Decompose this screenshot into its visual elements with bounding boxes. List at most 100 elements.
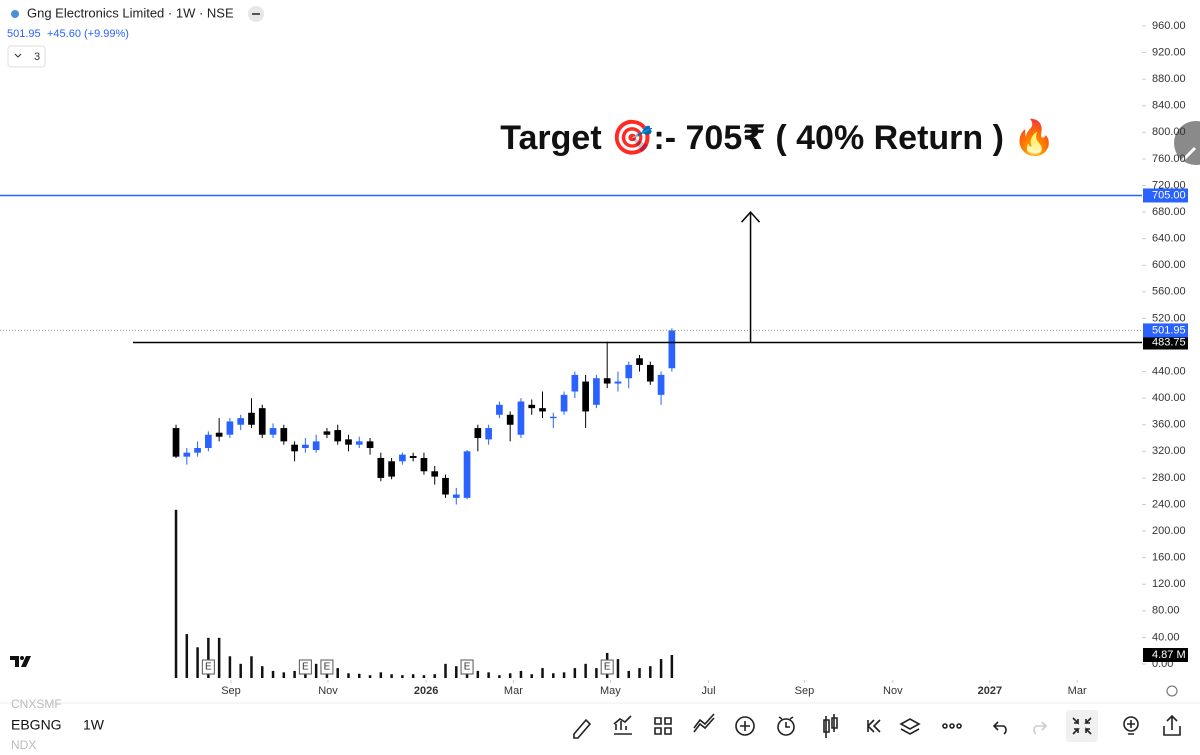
candle-body — [302, 444, 309, 449]
volume-bar — [261, 666, 264, 678]
volume-bar — [487, 672, 490, 678]
indicator-toggle[interactable] — [7, 45, 46, 68]
footer-symbol[interactable]: EBGNG — [11, 717, 62, 733]
y-tick-label: 680.00 — [1152, 206, 1186, 218]
candle-body — [463, 451, 471, 498]
candle-body — [226, 421, 234, 435]
symbol[interactable]: Gng Electronics Limited · 1W · NSE — [27, 5, 234, 20]
footer: CNXSMF EBGNG 1W NDX — [0, 697, 1200, 752]
volume-bar — [573, 668, 577, 678]
candle-body — [485, 428, 492, 440]
y-tick-label: 440.00 — [1152, 365, 1186, 377]
indicator-count: 3 — [34, 51, 40, 63]
indicators-tool[interactable] — [613, 715, 632, 735]
volume-bar — [530, 674, 533, 678]
earnings-label: E — [604, 662, 611, 673]
add-tool[interactable] — [735, 716, 755, 736]
annotation: Target 🎯:- 705₹ ( 40% Return ) 🔥 — [500, 118, 1055, 157]
footer-interval[interactable]: 1W — [83, 717, 105, 733]
fullscreen-icon — [1072, 717, 1092, 735]
volume-bar — [444, 663, 447, 678]
candle-body — [539, 408, 546, 412]
volume-bar — [217, 637, 221, 678]
x-tick-label: Mar — [1068, 685, 1087, 697]
earnings-marker — [298, 659, 312, 675]
logo — [11, 10, 19, 18]
y-tick-label: 160.00 — [1152, 552, 1186, 564]
candle-body — [248, 412, 255, 425]
y-tick-label: 920.00 — [1152, 46, 1186, 58]
candle-body — [420, 457, 428, 472]
ideas-icon — [1127, 720, 1135, 735]
volume-bar — [314, 663, 318, 678]
settings[interactable] — [1166, 685, 1178, 697]
volume-bar — [271, 670, 275, 678]
compare-tool[interactable] — [693, 713, 715, 733]
alert-hands — [778, 716, 794, 728]
level-tag — [1143, 188, 1188, 203]
candle-body — [334, 430, 342, 442]
volume-bar — [368, 675, 372, 678]
candle-body — [312, 441, 320, 451]
earnings-label: E — [464, 662, 471, 673]
layout-tool[interactable] — [654, 717, 672, 735]
ideas-tool[interactable] — [1123, 716, 1139, 732]
earnings-marker — [320, 659, 334, 675]
candle-body — [636, 358, 643, 365]
edit-button[interactable] — [1174, 121, 1200, 165]
candle-body — [625, 364, 633, 379]
volume-bar — [595, 668, 598, 678]
last-price: 501.95 — [7, 28, 41, 40]
candle-body — [506, 414, 514, 425]
volume-tag — [1143, 648, 1188, 662]
volume-bar — [196, 647, 199, 678]
toggle-icon — [252, 13, 260, 15]
y-tick-label: 280.00 — [1152, 472, 1186, 484]
draw-tool[interactable] — [573, 718, 592, 739]
plot: 0.0040.0080.00120.00160.00200.00240.0028… — [0, 20, 1188, 697]
y-tick-label: 40.00 — [1152, 631, 1180, 643]
volume-bar — [584, 663, 587, 678]
volume-bar — [649, 666, 652, 678]
y-tick-label: 120.00 — [1152, 578, 1186, 590]
volume-bar — [476, 670, 480, 678]
level-tag — [1143, 335, 1188, 350]
candle-body — [205, 434, 212, 449]
header: Gng Electronics Limited · 1W · NSE 501.9… — [7, 5, 264, 68]
candle-body — [614, 381, 622, 384]
redo[interactable] — [1033, 721, 1048, 735]
candle-body — [657, 374, 665, 395]
last-price-label: 501.95 — [1152, 324, 1186, 336]
volume-bar — [498, 675, 501, 678]
volume-bar — [174, 509, 178, 678]
candle-body — [194, 448, 201, 453]
alert-tool[interactable] — [777, 718, 795, 736]
candle-body — [399, 454, 406, 462]
volume-bar — [250, 656, 253, 678]
level-label: 483.75 — [1152, 336, 1186, 348]
fullscreen-bg[interactable] — [1066, 710, 1098, 742]
candle-body — [291, 444, 298, 452]
volume-bar — [422, 675, 426, 678]
volume-bar — [293, 670, 296, 678]
candle-body — [409, 455, 417, 458]
y-tick-label: 960.00 — [1152, 20, 1186, 32]
logo-dot — [20, 656, 24, 660]
candle-body — [560, 394, 568, 412]
y-tick-label: 200.00 — [1152, 525, 1186, 537]
volume-bar — [347, 673, 350, 678]
undo[interactable] — [992, 721, 1007, 735]
volume-bar — [390, 674, 393, 678]
change: +45.60 (+9.99%) — [47, 28, 129, 40]
volume-bar — [616, 659, 620, 678]
chart-type-tool[interactable] — [823, 714, 838, 738]
share-tool[interactable] — [1163, 714, 1181, 736]
objects-tool[interactable] — [899, 718, 921, 735]
candle-body — [183, 452, 191, 457]
y-tick-label: 80.00 — [1152, 605, 1180, 617]
candle-body — [258, 408, 266, 435]
candle-body — [582, 381, 589, 412]
replay-tool[interactable] — [866, 719, 881, 733]
volume-bar — [358, 673, 361, 678]
